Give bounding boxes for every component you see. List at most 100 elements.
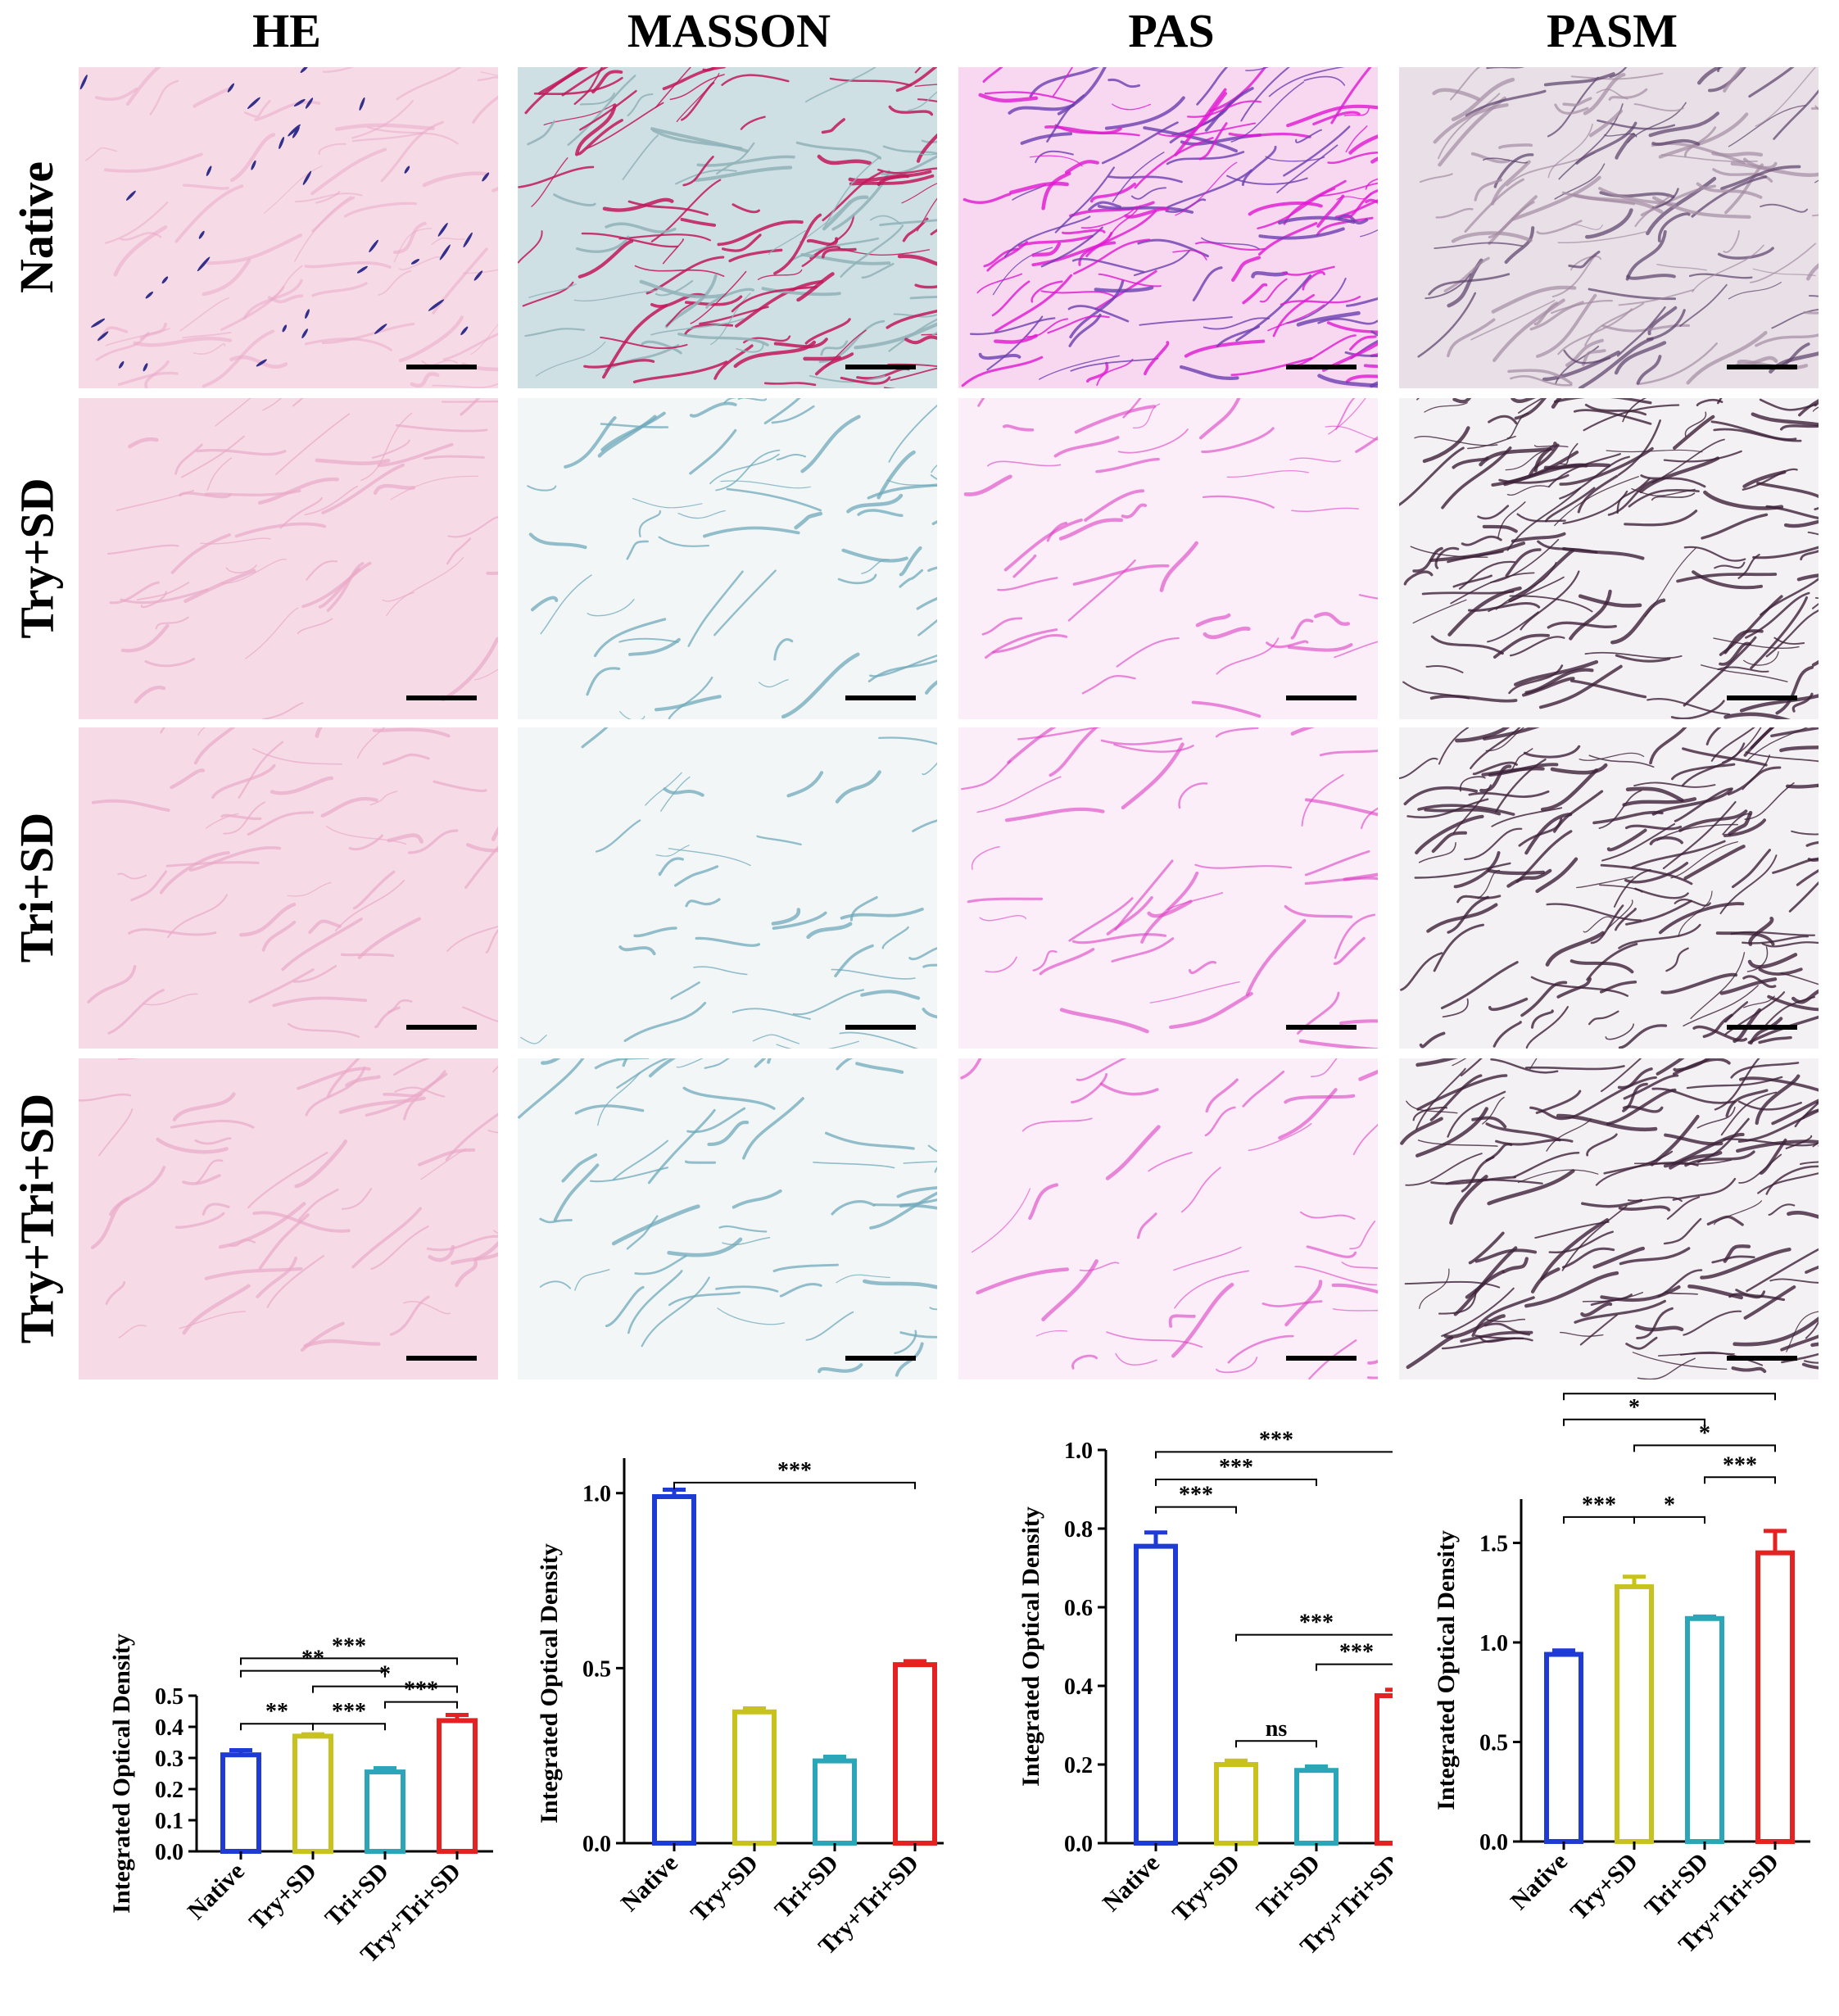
- col-title-he: HE: [252, 4, 321, 57]
- significance-label: **: [301, 1647, 324, 1672]
- x-tick-label: Native: [183, 1858, 250, 1925]
- bar-tri-sd: [813, 1758, 857, 1846]
- significance-bracket: ***: [1235, 1611, 1393, 1642]
- y-tick-label: 1.5: [1479, 1531, 1508, 1556]
- y-tick-label: 1.0: [1064, 1438, 1093, 1464]
- significance-label: *: [379, 1662, 391, 1688]
- significance-label: **: [265, 1699, 288, 1724]
- significance-bracket: ***: [1155, 1455, 1317, 1486]
- row-title-tri-sd: Tri+SD: [10, 812, 64, 963]
- significance-label: ***: [1179, 1483, 1213, 1508]
- significance-label: *: [1699, 1420, 1710, 1446]
- significance-bracket: ns: [1235, 1716, 1317, 1748]
- y-tick-label: 0.2: [155, 1778, 183, 1803]
- significance-bracket: *: [1563, 1395, 1705, 1426]
- micrograph-he-native: [79, 67, 498, 388]
- significance-bracket: ***: [1316, 1640, 1393, 1671]
- micrograph-he-try-tri-sd: [79, 1058, 498, 1379]
- bar-try-tri-sd: [1755, 1550, 1795, 1844]
- chart-pas-svg: 0.0 0.2 0.4 0.6 0.8 1.0 Integrated Optical Den…: [1017, 1427, 1393, 1960]
- significance-bracket: ***: [1155, 1427, 1393, 1459]
- significance-bracket: ***: [1155, 1483, 1237, 1514]
- y-tick-label: 0.5: [582, 1656, 611, 1682]
- significance-label: ***: [1219, 1455, 1253, 1480]
- micrograph-pasm-tri-sd: [1399, 727, 1819, 1049]
- y-tick-label: 1.0: [1479, 1631, 1508, 1656]
- bar-try-sd: [1214, 1762, 1258, 1846]
- micrograph-masson-try-tri-sd: [518, 1058, 937, 1379]
- micrograph-pas-native: [958, 67, 1378, 388]
- y-tick-label: 0.0: [1064, 1832, 1093, 1857]
- y-tick-label: 1.0: [582, 1482, 611, 1507]
- bar-native: [220, 1752, 261, 1855]
- bar-try-sd: [732, 1709, 777, 1846]
- bar-try-tri-sd: [437, 1718, 478, 1854]
- bar-try-tri-sd: [893, 1662, 937, 1846]
- significance-label: ***: [1652, 1393, 1687, 1394]
- significance-bracket: ***: [1563, 1493, 1635, 1524]
- micrograph-he-tri-sd: [79, 727, 498, 1049]
- micrograph-pas-tri-sd: [958, 727, 1378, 1049]
- micrograph-masson-native: [518, 67, 937, 388]
- row-title-native: Native: [10, 161, 64, 293]
- bar-tri-sd: [1294, 1768, 1338, 1846]
- micrograph-pas-try-sd: [958, 398, 1378, 719]
- bar-try-sd: [1615, 1583, 1654, 1844]
- y-tick-label: 0.5: [1479, 1730, 1508, 1756]
- significance-bracket: ***: [1704, 1452, 1776, 1484]
- significance-label: ***: [404, 1678, 438, 1703]
- significance-bracket: ***: [240, 1633, 458, 1665]
- x-tick-label: Try+SD: [686, 1850, 763, 1928]
- y-tick-label: 0.2: [1064, 1753, 1093, 1778]
- significance-label: ***: [1582, 1493, 1616, 1518]
- chart-pasm: 0.0 0.5 1.0 1.5 Integrated Optical Density Na…: [1402, 1393, 1837, 2015]
- x-tick-label: Try+SD: [1167, 1850, 1245, 1928]
- x-tick-label: Try+SD: [244, 1858, 322, 1936]
- significance-bracket: **: [240, 1647, 386, 1678]
- significance-bracket: *: [1633, 1420, 1776, 1452]
- significance-label: ns: [1266, 1716, 1288, 1742]
- significance-bracket: ***: [384, 1678, 458, 1709]
- micrograph-pas-try-tri-sd: [958, 1058, 1378, 1379]
- y-tick-label: 0.8: [1064, 1517, 1093, 1543]
- significance-label: ***: [1723, 1452, 1757, 1478]
- significance-label: *: [1664, 1493, 1675, 1518]
- y-tick-label: 0.3: [155, 1746, 183, 1772]
- y-axis: [616, 1458, 626, 1845]
- y-tick-label: 0.0: [1479, 1830, 1508, 1855]
- significance-bracket: ***: [673, 1458, 916, 1489]
- bar-native: [652, 1494, 696, 1846]
- y-axis-label: Integrated Optical Density: [1433, 1530, 1460, 1810]
- y-tick-label: 0.0: [155, 1840, 183, 1865]
- y-axis-label: Integrated Optical Density: [536, 1543, 563, 1823]
- y-tick-label: 0.1: [155, 1809, 183, 1834]
- col-title-pas: PAS: [1128, 4, 1215, 57]
- y-tick-label: 0.5: [155, 1684, 183, 1710]
- significance-label: ***: [332, 1699, 366, 1724]
- y-tick-label: 0.4: [1064, 1674, 1093, 1700]
- micrograph-he-try-sd: [79, 398, 498, 719]
- chart-pasm-svg: 0.0 0.5 1.0 1.5 Integrated Optical Density Na…: [1433, 1393, 1810, 1959]
- significance-bracket: ***: [312, 1699, 386, 1731]
- bar-native: [1544, 1651, 1583, 1844]
- significance-bracket: ***: [1563, 1393, 1776, 1401]
- bar-try-tri-sd: [1375, 1693, 1393, 1846]
- significance-label: ***: [332, 1633, 366, 1659]
- x-tick-label: Native: [1098, 1850, 1165, 1917]
- x-tick-label: Native: [616, 1850, 683, 1917]
- y-axis-label: Integrated Optical Density: [108, 1633, 135, 1914]
- y-axis-label: Integrated Optical Density: [1017, 1506, 1044, 1787]
- micrograph-pasm-native: [1399, 67, 1819, 388]
- y-axis: [1098, 1448, 1107, 1845]
- y-axis: [188, 1694, 198, 1853]
- chart-he-svg: 0.0 0.1 0.2 0.3 0.4 0.5 Integrated Optical Den…: [108, 1633, 493, 1968]
- bar-try-sd: [292, 1733, 333, 1854]
- y-axis: [1513, 1499, 1523, 1843]
- significance-label: ***: [1339, 1640, 1374, 1665]
- significance-bracket: *: [1633, 1493, 1705, 1524]
- chart-pas: 0.0 0.2 0.4 0.6 0.8 1.0 Integrated Optical Den…: [950, 1393, 1393, 2015]
- chart-he: 0.0 0.1 0.2 0.3 0.4 0.5 Integrated Optical Den…: [74, 1393, 500, 2015]
- significance-label: *: [1628, 1395, 1640, 1420]
- significance-label: ***: [1259, 1427, 1293, 1452]
- x-tick-label: Try+SD: [1565, 1848, 1643, 1926]
